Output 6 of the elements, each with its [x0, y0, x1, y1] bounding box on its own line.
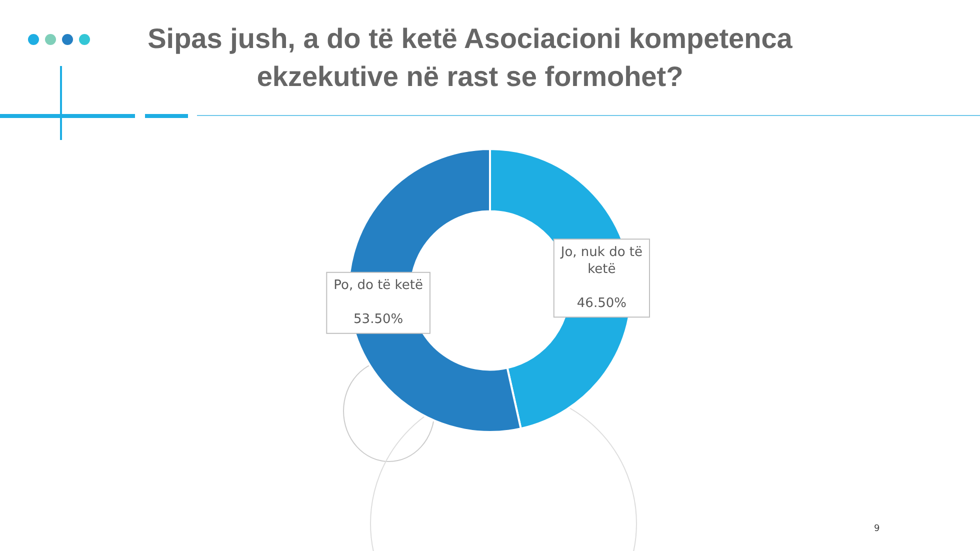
data-label: 53.50%	[354, 312, 404, 328]
text: 9	[874, 524, 880, 534]
slice-label: Jo, nuk do të ketë	[560, 245, 643, 278]
data-label: 46.50%	[576, 296, 626, 312]
slice-label: Po, do të ketë	[334, 278, 423, 294]
chart-title: Sipas jush, a do të ketë Asociacioni kompetenca ekzekutive në rast se formohet?	[146, 22, 794, 94]
